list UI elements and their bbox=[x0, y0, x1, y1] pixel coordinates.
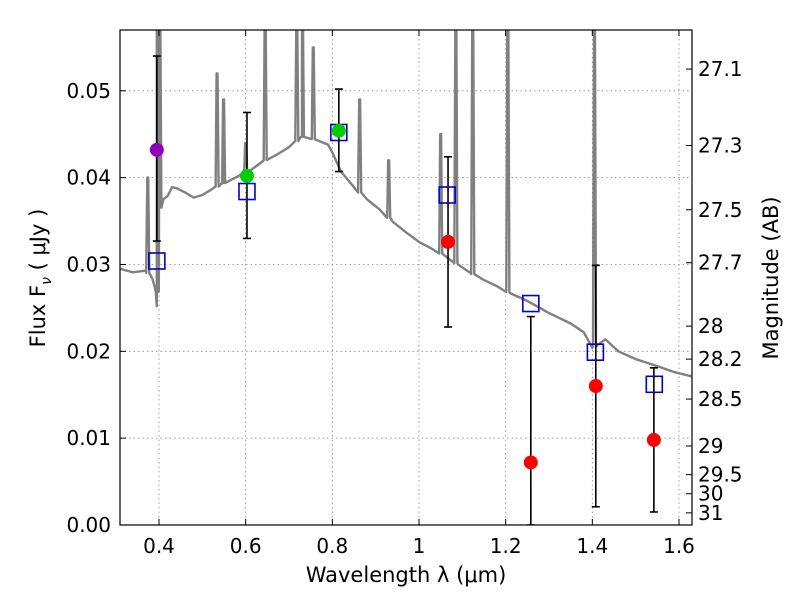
model-photometry-point bbox=[438, 186, 456, 204]
observed-photometry-point bbox=[239, 168, 254, 183]
y2-tick-label: 27.3 bbox=[698, 134, 743, 158]
x-tick-label: 1.4 bbox=[576, 534, 608, 558]
x-tick-label: 0.6 bbox=[230, 534, 262, 558]
observed-photometry-point bbox=[588, 379, 603, 394]
y2-tick-label: 29 bbox=[698, 434, 723, 458]
x-tick-label: 1.2 bbox=[490, 534, 522, 558]
y-tick-label: 0.03 bbox=[66, 252, 111, 276]
y-axis-label: Flux Fν ( μJy ) bbox=[26, 209, 55, 348]
y2-tick-label: 28 bbox=[698, 314, 723, 338]
observed-photometry-point bbox=[149, 142, 164, 157]
y-tick-label: 0.04 bbox=[66, 166, 111, 190]
x-tick-label: 0.4 bbox=[143, 534, 175, 558]
model-photometry-point bbox=[521, 294, 540, 313]
y2-tick-label: 29.5 bbox=[698, 463, 743, 487]
plot-frame bbox=[119, 29, 693, 526]
plot-area bbox=[120, 30, 692, 525]
axis-ticks: 0.4 0.6 0.8 1 1.2 1.4 1.6 0.00 0.01 0.02 0.03 0.04 0… bbox=[66, 30, 743, 558]
y-axis-label-subscript: ν bbox=[39, 277, 55, 285]
y-tick-label: 0.05 bbox=[66, 79, 111, 103]
model-photometry-point bbox=[238, 182, 256, 201]
y2-tick-label: 30 bbox=[698, 482, 723, 506]
model-photometry-point bbox=[148, 252, 166, 270]
y-axis-label-main: Flux F bbox=[26, 285, 50, 347]
y-tick-label: 0.00 bbox=[66, 513, 111, 537]
y2-tick-label: 27.7 bbox=[698, 251, 743, 275]
y2-tick-label: 28.2 bbox=[698, 347, 743, 371]
observed-photometry-point bbox=[331, 123, 346, 138]
y2-axis-label: Magnitude (AB) bbox=[759, 196, 783, 359]
observed-photometry-point bbox=[646, 432, 661, 447]
y-axis-label-unit: ( μJy ) bbox=[26, 209, 50, 277]
y-tick-label: 0.02 bbox=[66, 339, 111, 363]
x-tick-label: 1 bbox=[413, 534, 426, 558]
y2-tick-label: 27.1 bbox=[698, 57, 743, 81]
model-spectrum-line bbox=[120, 30, 692, 378]
observed-photometry-point bbox=[441, 234, 456, 249]
axis-labels: Wavelength λ (μm) Flux Fν ( μJy ) Magnit… bbox=[26, 196, 783, 587]
x-tick-label: 1.6 bbox=[663, 534, 695, 558]
y2-tick-label: 27.5 bbox=[698, 198, 743, 222]
y-tick-label: 0.01 bbox=[66, 426, 111, 450]
model-photometry-point bbox=[586, 343, 605, 361]
observed-photometry-point bbox=[523, 455, 538, 470]
y2-tick-label: 31 bbox=[698, 501, 723, 525]
model-photometry-point bbox=[645, 375, 664, 394]
y2-tick-label: 28.5 bbox=[698, 387, 743, 411]
x-axis-label: Wavelength λ (μm) bbox=[306, 563, 507, 587]
x-tick-label: 0.8 bbox=[316, 534, 348, 558]
